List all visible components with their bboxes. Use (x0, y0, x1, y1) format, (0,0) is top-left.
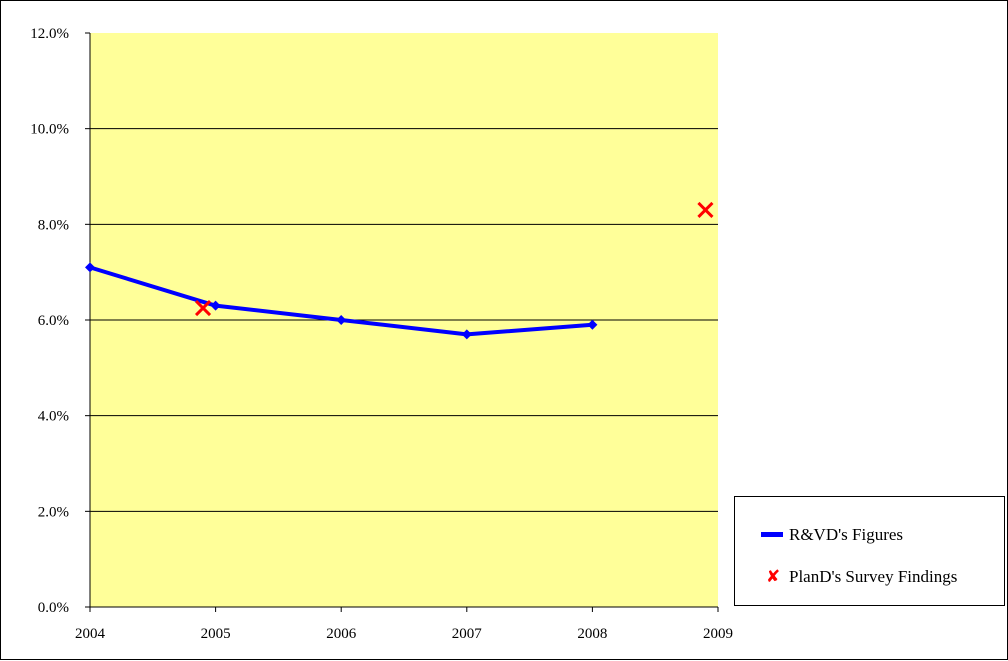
gridlines (90, 128, 718, 512)
x-tick-label: 2009 (703, 626, 733, 642)
y-tick-label: 8.0% (38, 217, 69, 233)
legend-marker-swatch: ✘ (759, 565, 789, 589)
legend-line-swatch (759, 523, 789, 547)
legend-label-pland: PlanD's Survey Findings (789, 567, 958, 586)
x-tick-label: 2004 (75, 626, 106, 642)
data-point-rvd (336, 315, 347, 325)
y-tick-label: 0.0% (38, 600, 69, 616)
x-tick-label: 2006 (326, 626, 357, 642)
axes: 0.0% 2.0% 4.0% 6.0% 8.0% 10.0% 12.0% 2004 2005 20… (30, 26, 733, 642)
y-tick-label: 6.0% (38, 313, 69, 329)
x-marker-stroke (697, 201, 714, 219)
y-tick-label: 4.0% (38, 409, 69, 425)
legend-label-rvd: R&VD's Figures (789, 525, 904, 544)
x-marker-stroke (194, 299, 212, 317)
x-tick-label: 2007 (452, 626, 483, 642)
data-point-pland (194, 299, 212, 317)
data-point-rvd (85, 262, 95, 273)
data-point-pland (697, 201, 714, 219)
data-point-rvd (587, 319, 598, 330)
line-swatch-icon (761, 532, 783, 537)
x-marker-icon: ✘ (766, 567, 781, 587)
legend-item-pland: ✘ PlanD's Survey Findings (735, 565, 957, 589)
y-tick-label: 12.0% (30, 26, 69, 42)
data-point-rvd (210, 300, 221, 311)
data-point-rvd (461, 329, 472, 340)
legend-item-rvd: R&VD's Figures (735, 523, 903, 547)
y-tick-label: 2.0% (38, 504, 69, 520)
y-tick-label: 10.0% (30, 122, 69, 138)
data-series (85, 201, 714, 340)
x-tick-label: 2008 (577, 626, 607, 642)
legend: R&VD's Figures ✘ PlanD's Survey Findings (734, 496, 1005, 606)
x-tick-label: 2005 (201, 626, 231, 642)
